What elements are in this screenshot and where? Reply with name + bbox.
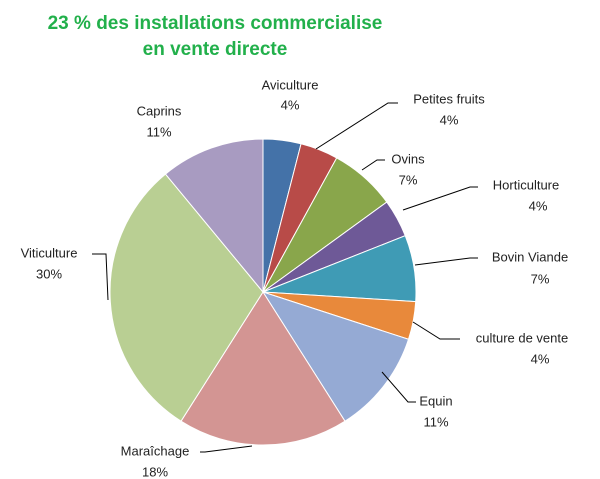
value-label: 4%	[529, 198, 548, 213]
slice-label: Maraîchage	[121, 443, 190, 458]
value-label: 4%	[531, 351, 550, 366]
value-label: 7%	[531, 271, 550, 286]
pie-slice	[164, 138, 264, 294]
leader-line	[92, 253, 109, 301]
leader-line	[361, 159, 385, 171]
pie-slice	[180, 291, 346, 446]
value-label: 4%	[281, 97, 300, 112]
slice-label: culture de vente	[476, 330, 569, 345]
value-label: 11%	[423, 414, 448, 429]
value-label: 30%	[36, 266, 62, 281]
slice-label: Bovin Viande	[492, 249, 568, 264]
slice-label: Equin	[419, 393, 452, 408]
leader-line	[315, 102, 398, 150]
leader-line	[200, 445, 253, 453]
pie-slice	[261, 291, 410, 422]
value-label: 7%	[399, 172, 418, 187]
slice-label: Viticulture	[21, 245, 78, 260]
leader-line	[412, 321, 460, 340]
value-label: 18%	[142, 464, 168, 479]
slice-label: Horticulture	[493, 177, 559, 192]
leader-line	[414, 257, 478, 266]
value-label: 4%	[440, 112, 459, 127]
chart-title: 23 % des installations commercialise	[48, 13, 383, 34]
leader-line	[402, 186, 478, 211]
pie-slice	[109, 173, 264, 422]
leader-line	[381, 371, 416, 403]
slice-label: Caprins	[137, 103, 182, 118]
chart-title: en vente directe	[143, 39, 288, 60]
slice-label: Petites fruits	[413, 91, 485, 106]
value-label: 11%	[146, 124, 171, 139]
slice-label: Ovins	[391, 151, 425, 166]
slice-label: Aviculture	[262, 77, 319, 92]
